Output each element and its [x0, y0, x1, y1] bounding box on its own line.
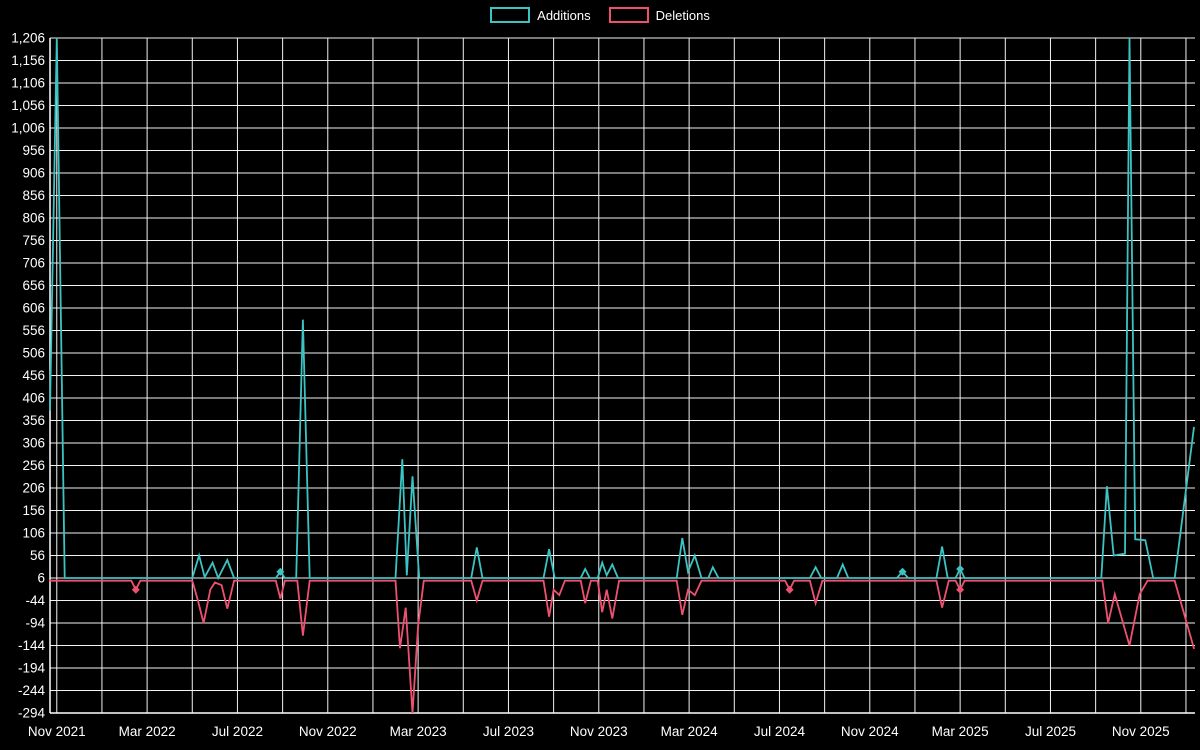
y-tick-label: 406 — [22, 391, 45, 406]
x-tick-label: Mar 2024 — [661, 724, 719, 739]
x-tick-label: Nov 2025 — [1112, 724, 1170, 739]
y-tick-label: 1,206 — [11, 31, 45, 46]
x-tick-label: Jul 2022 — [212, 724, 263, 739]
y-tick-label: 456 — [22, 368, 45, 383]
y-tick-label: 556 — [22, 323, 45, 338]
y-tick-label: 356 — [22, 413, 45, 428]
deletions-point-marker[interactable] — [956, 585, 965, 594]
legend-item-deletions[interactable]: Deletions — [608, 7, 710, 23]
y-tick-label: 956 — [22, 143, 45, 158]
y-tick-label: -144 — [18, 638, 46, 653]
additions-point-marker[interactable] — [276, 567, 285, 576]
y-tick-label: 206 — [22, 481, 45, 496]
legend-deletions-label: Deletions — [655, 7, 710, 23]
y-tick-label: -294 — [18, 706, 46, 721]
y-tick-label: 856 — [22, 188, 45, 203]
y-tick-label: 1,156 — [11, 53, 45, 68]
deletions-line — [49, 579, 1195, 714]
y-tick-label: 906 — [22, 166, 45, 181]
y-tick-label: 706 — [22, 256, 45, 271]
y-tick-label: -94 — [25, 616, 45, 631]
y-tick-label: 256 — [22, 458, 45, 473]
legend-item-additions[interactable]: Additions — [490, 7, 591, 23]
y-tick-label: -244 — [18, 683, 46, 698]
y-tick-label: 56 — [30, 548, 45, 563]
x-tick-label: Jul 2023 — [483, 724, 534, 739]
additions-point-marker[interactable] — [898, 567, 907, 576]
gridlines — [50, 37, 1195, 714]
deletions-point-marker[interactable] — [785, 585, 794, 594]
x-tick-label: Nov 2022 — [299, 724, 357, 739]
x-tick-label: Nov 2024 — [841, 724, 899, 739]
additions-swatch-icon — [490, 7, 531, 23]
y-tick-label: 1,006 — [11, 121, 45, 136]
x-tick-label: Jul 2024 — [754, 724, 806, 739]
y-tick-label: 806 — [22, 211, 45, 226]
x-tick-label: Nov 2021 — [28, 724, 86, 739]
y-tick-label: -44 — [25, 593, 45, 608]
y-tick-label: 506 — [22, 346, 45, 361]
deletions-swatch-icon — [608, 7, 649, 23]
x-tick-label: Mar 2023 — [390, 724, 447, 739]
y-tick-label: 756 — [22, 233, 45, 248]
additions-point-marker[interactable] — [956, 565, 965, 573]
chart-legend: Additions Deletions — [0, 7, 1200, 23]
x-tick-label: Mar 2025 — [932, 724, 989, 739]
y-tick-label: 656 — [22, 278, 45, 293]
x-tick-label: Jul 2025 — [1025, 724, 1076, 739]
x-tick-label: Nov 2023 — [570, 724, 628, 739]
y-axis-labels: 1,206 1,156 1,106 1,056 1,006 956 906 856 806 756… — [11, 31, 45, 721]
x-axis-labels: Nov 2021 Mar 2022 Jul 2022 Nov 2022 Mar 2023… — [28, 724, 1170, 739]
y-tick-label: 1,106 — [11, 76, 45, 91]
y-tick-label: 156 — [22, 503, 45, 518]
y-tick-label: 6 — [37, 571, 45, 586]
y-tick-label: -194 — [18, 661, 46, 676]
y-tick-label: 1,056 — [11, 98, 45, 113]
legend-additions-label: Additions — [537, 7, 591, 23]
y-tick-label: 106 — [22, 526, 45, 541]
x-tick-label: Mar 2022 — [119, 724, 176, 739]
y-tick-label: 306 — [22, 436, 45, 451]
deletions-point-marker[interactable] — [131, 585, 140, 594]
y-tick-label: 606 — [22, 301, 45, 316]
